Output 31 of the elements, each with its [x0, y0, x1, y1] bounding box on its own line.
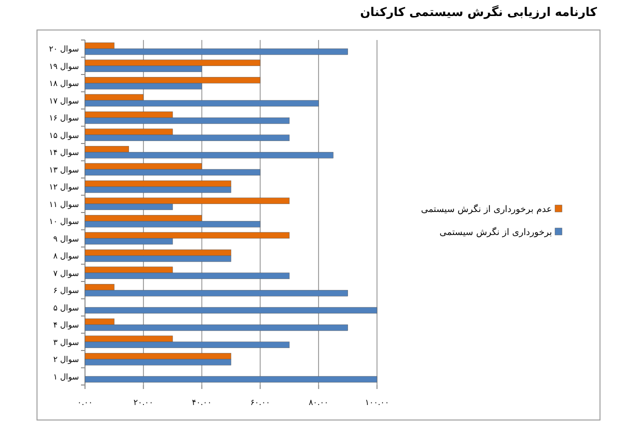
y-tick-label: سوال ۲: [53, 355, 80, 364]
y-tick-label: سوال ۲۰: [48, 44, 80, 54]
y-tick-label: سوال ۱: [53, 372, 80, 382]
x-tick-label: ۸۰.۰۰: [308, 398, 328, 407]
y-tick-label: سوال ۹: [53, 234, 80, 244]
y-tick-label: سوال ۱۵: [48, 130, 80, 140]
y-tick-label: سوال ۱۸: [48, 79, 80, 88]
y-tick-label: سوال ۱۴: [48, 148, 80, 158]
y-tick-label: سوال ۸: [53, 252, 80, 261]
x-tick-label: ۰.۰۰: [77, 398, 93, 407]
y-tick-label: سوال ۳: [53, 338, 80, 347]
y-tick-label: سوال ۱۷: [48, 96, 80, 106]
y-tick-label: سوال ۱۱: [48, 200, 80, 209]
legend-label: عدم برخورداری از نگرش سیستمی: [420, 203, 552, 215]
x-tick-label: ۶۰.۰۰: [250, 398, 270, 407]
x-tick-label: ۲۰.۰۰: [134, 398, 154, 407]
y-tick-label: سوال ۶: [53, 286, 80, 296]
y-tick-label: سوال ۷: [53, 268, 80, 278]
text: کارنامه ارزیابی نگرش سیستمی کارکنان: [360, 5, 598, 19]
x-tick-label: ۴۰.۰۰: [192, 398, 212, 407]
legend-label: برخورداری از نگرش سیستمی: [440, 226, 552, 238]
y-tick-label: سوال ۱۳: [48, 165, 80, 174]
y-tick-label: سوال ۴: [53, 320, 80, 330]
bar: [84, 376, 378, 383]
y-tick-label: سوال ۱۲: [48, 182, 80, 192]
bar: [84, 307, 378, 314]
y-tick-label: سوال ۱۰: [48, 217, 80, 226]
y-tick-label: سوال ۱۶: [48, 114, 80, 123]
x-tick-label: ۱۰۰.۰۰: [364, 398, 390, 407]
y-tick-label: سوال ۱۹: [48, 62, 80, 71]
y-tick-label: سوال ۵: [53, 303, 80, 312]
